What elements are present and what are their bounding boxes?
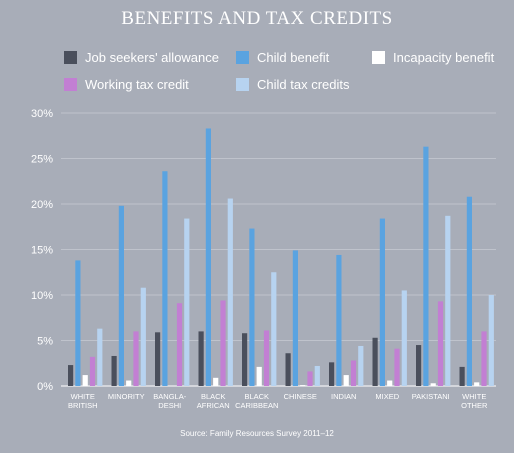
x-tick-label: WHITE [71, 392, 95, 401]
bar [481, 331, 487, 386]
bar [372, 337, 378, 386]
bar [358, 345, 364, 386]
bar [336, 254, 342, 386]
legend-swatch [64, 77, 77, 91]
bar [430, 383, 436, 386]
x-tick-label: MINORITY [108, 392, 145, 401]
bar [474, 382, 480, 386]
bar [205, 128, 211, 386]
bar [176, 303, 183, 386]
bar [466, 196, 472, 386]
bar [75, 260, 81, 386]
legend-item-child-benefit: Child benefit [236, 48, 329, 66]
bar [488, 295, 494, 386]
legend-swatch [236, 77, 249, 91]
y-tick-label: 5% [37, 336, 53, 348]
x-tick-label: DESHI [158, 401, 181, 410]
bar [459, 366, 465, 386]
bar [162, 171, 168, 386]
bar [394, 348, 400, 386]
bar [416, 345, 422, 386]
legend-item-working-tax: Working tax credit [64, 75, 189, 93]
bar [68, 365, 74, 386]
bar [379, 218, 385, 386]
bar [300, 385, 306, 386]
legend-swatch [64, 50, 77, 64]
bar [242, 333, 248, 386]
bar [220, 300, 226, 386]
source-note: Source: Family Resources Survey 2011–12 [180, 429, 334, 438]
legend-label: Working tax credit [85, 76, 189, 92]
bar [89, 356, 96, 386]
legend: Job seekers' allowance Child benefit Inc… [0, 0, 514, 110]
bar [256, 366, 262, 386]
bar [198, 331, 204, 386]
y-tick-label: 25% [31, 154, 53, 166]
legend-label: Incapacity benefit [393, 49, 495, 65]
legend-swatch [372, 50, 385, 64]
legend-label: Job seekers' allowance [85, 49, 219, 65]
bar [263, 330, 270, 386]
x-tick-label: OTHER [461, 401, 488, 410]
bar [111, 355, 117, 386]
legend-label: Child benefit [257, 49, 330, 65]
bar [350, 360, 357, 386]
x-tick-label: CARIBBEAN [235, 401, 278, 410]
bar [118, 205, 124, 386]
bar [126, 380, 132, 386]
bar [133, 331, 139, 386]
legend-item-incapacity: Incapacity benefit [372, 48, 494, 66]
bar [213, 377, 219, 386]
bar [437, 301, 444, 386]
x-tick-label: PAKISTANI [412, 392, 450, 401]
bar [249, 228, 255, 386]
chart-title: BENEFITS AND TAX CREDITS [121, 8, 393, 29]
legend-item-child-tax: Child tax credits [236, 75, 349, 93]
x-tick-label: BANGLA- [153, 392, 186, 401]
y-tick-label: 10% [31, 290, 53, 302]
y-tick-label: 20% [31, 199, 53, 211]
bar [227, 198, 233, 386]
x-tick-label: INDIAN [331, 392, 356, 401]
bar [292, 250, 298, 386]
y-tick-label: 15% [31, 245, 53, 257]
x-tick-label: BLACK [201, 392, 226, 401]
bar [445, 215, 451, 386]
bar [97, 328, 103, 386]
x-tick-label: CHINESE [284, 392, 317, 401]
y-tick-label: 30% [31, 108, 53, 120]
bar [140, 287, 146, 386]
bar [314, 365, 320, 386]
bar [82, 375, 88, 386]
bar [401, 290, 407, 386]
bar [387, 380, 393, 386]
bar [184, 218, 190, 386]
y-tick-label: 0% [37, 381, 53, 393]
bar [307, 371, 313, 386]
bar [155, 332, 161, 386]
x-tick-label: AFRICAN [197, 401, 230, 410]
bar [423, 146, 429, 386]
bar [285, 353, 291, 386]
x-tick-label: WHITE [462, 392, 486, 401]
legend-label: Child tax credits [257, 76, 350, 92]
x-tick-label: BLACK [244, 392, 269, 401]
x-tick-label: BRITISH [68, 401, 98, 410]
bar [329, 362, 335, 386]
bar [343, 375, 349, 386]
bar [271, 272, 277, 386]
legend-item-job-seekers: Job seekers' allowance [64, 48, 219, 66]
legend-swatch [236, 50, 249, 64]
x-tick-label: MIXED [375, 392, 399, 401]
